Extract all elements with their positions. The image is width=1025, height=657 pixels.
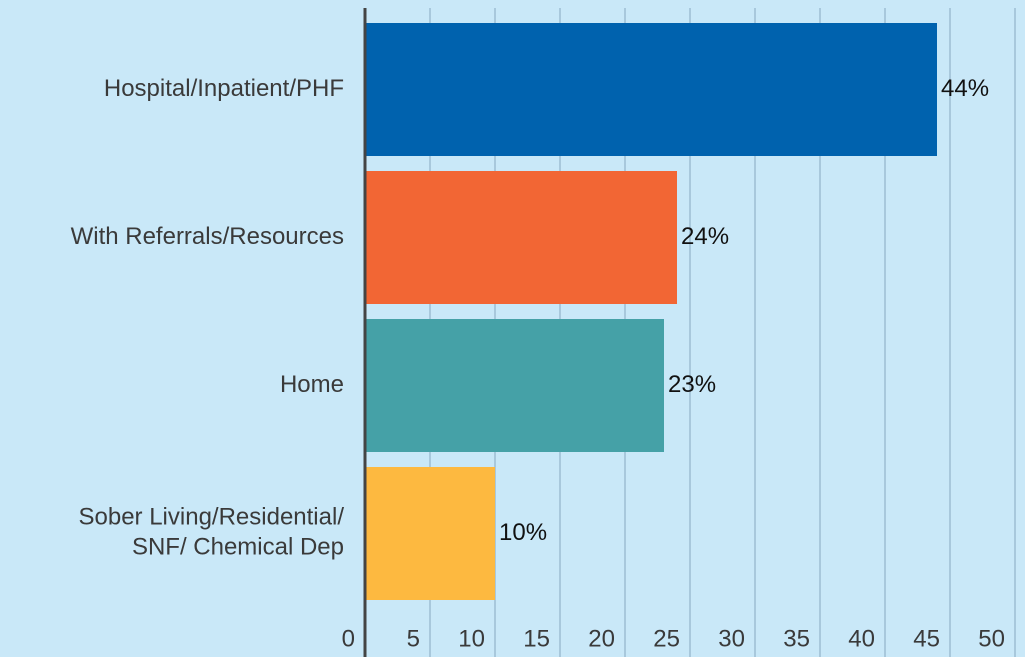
x-tick-label: 50 [978,625,1005,652]
data-label: 24% [681,223,729,250]
x-tick-label: 0 [342,625,355,652]
x-tick-label: 15 [523,625,550,652]
bar [365,23,937,156]
x-tick-label: 10 [458,625,485,652]
y-tick-label: With Referrals/Resources [71,223,344,250]
data-label: 10% [499,519,547,546]
x-tick-label: 25 [653,625,680,652]
x-tick-label: 5 [407,625,420,652]
x-tick-label: 20 [588,625,615,652]
y-tick-label: Sober Living/Residential/SNF/ Chemical D… [79,504,345,561]
bar [365,467,495,600]
bar [365,319,664,452]
x-tick-label: 40 [848,625,875,652]
x-tick-label: 45 [913,625,940,652]
bar [365,171,677,304]
x-tick-label: 30 [718,625,745,652]
data-label: 44% [941,75,989,102]
y-tick-label: Home [280,371,344,398]
y-tick-label: Hospital/Inpatient/PHF [104,75,344,102]
x-tick-label: 35 [783,625,810,652]
data-label: 23% [668,371,716,398]
